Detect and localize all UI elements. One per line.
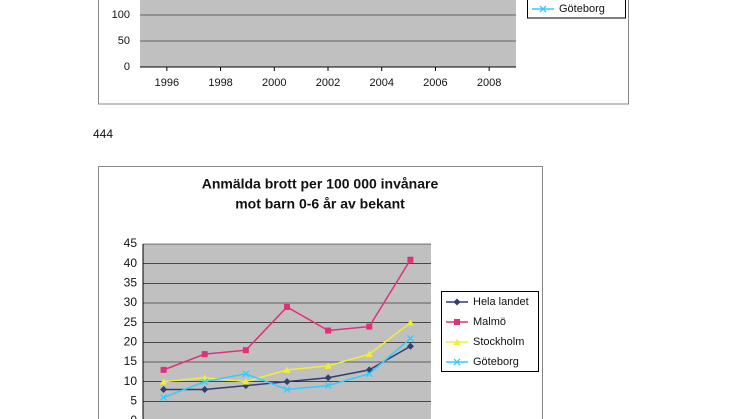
page-number: 444 — [93, 127, 113, 141]
marker — [324, 374, 332, 382]
y-tick-label: 35 — [124, 276, 138, 290]
marker — [406, 334, 414, 342]
marker — [283, 386, 291, 393]
y-tick-label: 45 — [124, 236, 138, 250]
marker — [366, 323, 373, 330]
marker — [324, 382, 332, 390]
legend-label: Göteborg — [473, 356, 519, 368]
marker — [201, 351, 208, 358]
y-tick-label: 5 — [130, 394, 137, 408]
marker — [242, 370, 250, 378]
marker — [539, 5, 547, 13]
x-tick-label: 2000 — [262, 77, 286, 89]
x-tick-label: 2004 — [369, 77, 393, 89]
chart-title: Anmälda brott per 100 000 invånare — [202, 176, 439, 192]
y-tick-label: 0 — [124, 61, 130, 73]
x-tick-label: 2006 — [423, 77, 447, 89]
marker — [283, 366, 291, 373]
x-tick-label: 2008 — [477, 77, 501, 89]
marker — [365, 370, 373, 378]
x-tick-label: 1998 — [208, 77, 232, 89]
legend-label: Stockholm — [473, 336, 524, 348]
marker — [201, 386, 209, 394]
y-tick-label: 50 — [118, 35, 130, 47]
y-tick-label: 40 — [124, 256, 138, 270]
legend-box — [527, 0, 626, 19]
legend-label: Hela landet — [473, 296, 529, 308]
marker — [406, 342, 414, 350]
marker — [283, 378, 291, 386]
marker — [160, 378, 168, 385]
marker — [160, 393, 168, 401]
marker — [242, 347, 249, 354]
marker — [325, 327, 332, 334]
marker — [160, 386, 168, 394]
marker — [324, 362, 332, 369]
marker — [454, 319, 460, 325]
legend-label: Göteborg — [559, 3, 605, 15]
marker — [453, 298, 461, 306]
legend-box — [441, 291, 539, 372]
marker — [406, 319, 414, 326]
y-tick-label: 15 — [124, 354, 138, 368]
marker — [201, 378, 209, 386]
y-tick-label: 0 — [130, 413, 137, 419]
marker — [453, 338, 461, 345]
marker — [407, 256, 414, 263]
marker — [242, 378, 250, 385]
y-tick-label: 20 — [124, 335, 138, 349]
x-tick-label: 1996 — [155, 77, 179, 89]
marker — [365, 350, 373, 358]
y-tick-label: 100 — [112, 9, 130, 21]
x-tick-label: 2002 — [316, 77, 340, 89]
legend-label: Malmö — [473, 316, 506, 328]
y-tick-label: 10 — [124, 374, 138, 388]
plot-area — [143, 244, 431, 419]
y-tick-label: 30 — [124, 295, 138, 309]
marker — [284, 303, 290, 310]
marker — [160, 366, 167, 373]
plot-area — [140, 0, 516, 67]
marker — [453, 358, 461, 366]
y-tick-label: 25 — [124, 315, 138, 329]
chart-title: mot barn 0-6 år av bekant — [235, 196, 405, 212]
